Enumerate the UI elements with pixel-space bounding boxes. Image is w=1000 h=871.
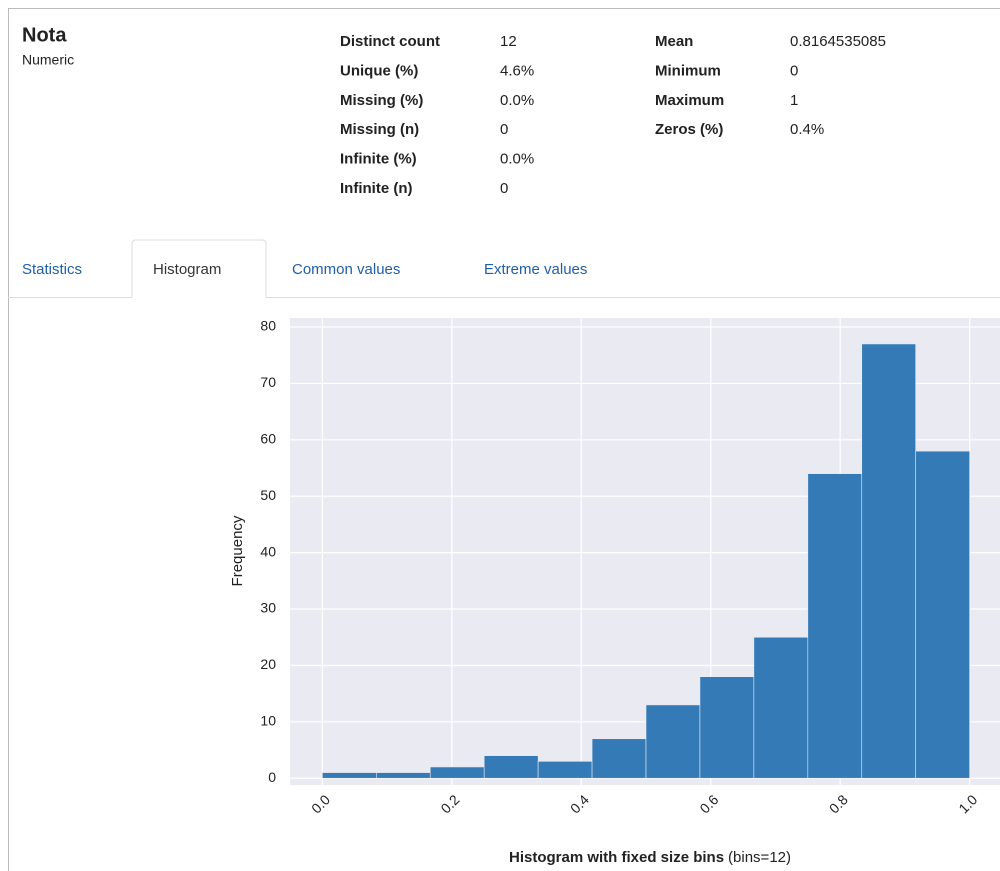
stat-value: 4.6% <box>500 62 534 79</box>
variable-name: Nota <box>22 24 67 46</box>
y-axis-label: Frequency <box>229 515 246 586</box>
y-tick-label: 0 <box>268 769 276 785</box>
tab[interactable]: Histogram <box>153 261 221 278</box>
histogram-bar <box>591 738 647 779</box>
stat-label: Unique (%) <box>340 62 418 79</box>
stat-value: 0 <box>500 180 508 197</box>
x-tick-label: 0.6 <box>696 791 721 816</box>
histogram-bar <box>753 636 809 779</box>
stat-label: Maximum <box>655 92 724 109</box>
stat-label: Distinct count <box>340 33 440 50</box>
stat-value: 0.8164535085 <box>790 33 886 50</box>
histogram-bar <box>699 676 755 779</box>
x-axis-label: Histogram with fixed size bins <box>509 849 724 866</box>
y-tick-label: 40 <box>260 543 276 559</box>
stat-value: 12 <box>500 33 517 50</box>
stat-label: Missing (%) <box>340 92 423 109</box>
histogram-bar <box>807 473 863 779</box>
tab[interactable]: Statistics <box>22 261 82 278</box>
y-tick-label: 60 <box>260 431 276 447</box>
histogram-bar <box>645 704 701 779</box>
stat-label: Zeros (%) <box>655 121 723 138</box>
stat-label: Infinite (n) <box>340 180 412 197</box>
histogram-bar <box>861 343 916 779</box>
histogram-bar <box>483 755 539 779</box>
stat-label: Mean <box>655 33 693 50</box>
x-tick-label: 0.2 <box>437 791 462 816</box>
stat-value: 0.4% <box>790 121 824 138</box>
y-tick-label: 30 <box>260 600 276 616</box>
x-tick-label: 0.8 <box>826 791 851 816</box>
x-tick-label: 1.0 <box>955 791 980 816</box>
stat-value: 0.0% <box>500 151 534 168</box>
histogram-bar <box>376 772 431 779</box>
y-tick-label: 70 <box>260 374 276 390</box>
x-tick-label: 0.4 <box>567 791 592 816</box>
x-axis-label-note: (bins=12) <box>728 849 791 866</box>
tab[interactable]: Extreme values <box>484 261 587 278</box>
stat-value: 0 <box>790 62 798 79</box>
stat-value: 1 <box>790 92 798 109</box>
stat-value: 0 <box>500 121 508 138</box>
y-tick-label: 50 <box>260 487 276 503</box>
active-tab-box <box>131 239 267 298</box>
stat-label: Infinite (%) <box>340 151 417 168</box>
y-tick-label: 20 <box>260 656 276 672</box>
histogram-bar <box>915 450 970 779</box>
stat-label: Minimum <box>655 62 721 79</box>
tab[interactable]: Common values <box>292 261 400 278</box>
y-tick-label: 10 <box>260 713 276 729</box>
variable-type: Numeric <box>22 52 74 68</box>
histogram-bar <box>322 772 377 779</box>
stat-label: Missing (n) <box>340 121 419 138</box>
histogram-bar <box>537 761 593 779</box>
x-tick-label: 0.0 <box>308 791 333 816</box>
stat-value: 0.0% <box>500 92 534 109</box>
histogram-bar <box>429 766 485 779</box>
y-tick-label: 80 <box>260 318 276 334</box>
